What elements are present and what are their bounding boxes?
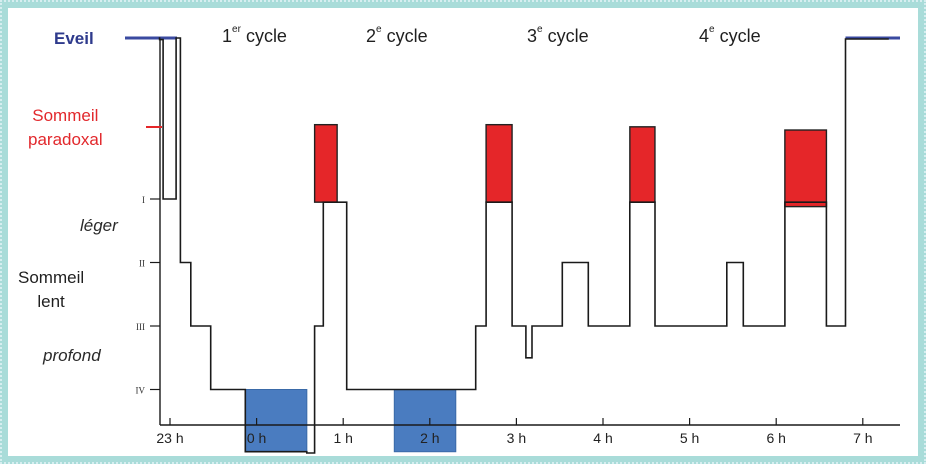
cycle-label-3: 3e cycle bbox=[527, 24, 589, 46]
x-tick-label-5: 3 h bbox=[507, 430, 526, 446]
x-tick-label-4: 2 h bbox=[420, 430, 439, 446]
label-profond: profond bbox=[43, 346, 101, 365]
y-tick-label-1: I bbox=[142, 195, 145, 205]
x-tick-label-1: 23 h bbox=[156, 430, 183, 446]
rem-block-4 bbox=[784, 129, 828, 208]
label-sommeil-lent-line2: lent bbox=[37, 292, 65, 311]
x-tick-label-9: 7 h bbox=[853, 430, 872, 446]
rem-block-2 bbox=[485, 123, 513, 203]
y-tick-label-4: IV bbox=[136, 386, 146, 396]
label-sommeil-paradoxal-line2: paradoxal bbox=[28, 130, 103, 149]
x-tick-label-2: 0 h bbox=[247, 430, 266, 446]
deep-sleep-block-1 bbox=[244, 389, 308, 453]
label-sommeil-lent-line1: Sommeil bbox=[18, 268, 85, 287]
label-eveil: Eveil bbox=[54, 29, 94, 48]
label-sommeil-paradoxal-line1: Sommeil bbox=[32, 106, 99, 125]
x-tick-label-8: 6 h bbox=[766, 430, 785, 446]
y-tick-label-2: II bbox=[139, 259, 145, 269]
cycle-label-1: 1er cycle bbox=[222, 24, 287, 46]
cycle-label-2: 2e cycle bbox=[366, 24, 428, 46]
y-tick-label-3: III bbox=[136, 322, 145, 332]
label-sommeil-lent: Sommeil lent bbox=[18, 266, 84, 314]
label-leger: léger bbox=[80, 216, 118, 235]
hypnogram-line bbox=[158, 37, 889, 454]
x-tick-label-7: 5 h bbox=[680, 430, 699, 446]
cycle-label-4: 4e cycle bbox=[699, 24, 761, 46]
rem-block-1 bbox=[313, 123, 338, 203]
label-sommeil-paradoxal: Sommeil paradoxal bbox=[28, 104, 103, 152]
rem-block-3 bbox=[629, 126, 656, 203]
x-tick-label-3: 1 h bbox=[333, 430, 352, 446]
x-tick-label-6: 4 h bbox=[593, 430, 612, 446]
